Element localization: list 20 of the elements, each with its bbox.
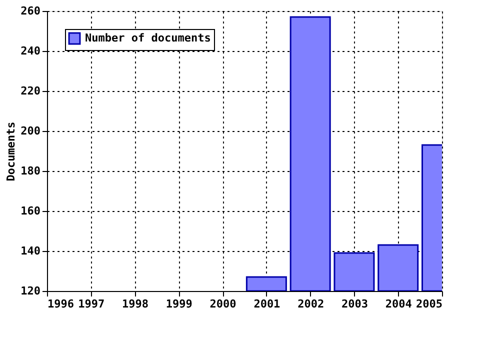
y-tick-label: 220: [20, 84, 40, 98]
x-tick-label: 1999: [166, 298, 192, 310]
y-tick-label: 200: [20, 124, 40, 138]
x-tick-label: 2004: [385, 298, 412, 310]
x-tick-label: 2000: [210, 298, 236, 310]
legend-label: Number of documents: [85, 32, 211, 44]
x-tick-label: 2005: [416, 298, 442, 310]
y-tick-label: 180: [20, 164, 40, 178]
y-tick-label: 120: [20, 284, 40, 298]
y-tick-label: 140: [20, 244, 40, 258]
x-tick-label: 1997: [78, 298, 105, 310]
y-tick-label: 260: [20, 4, 40, 18]
x-tick-label: 1998: [122, 298, 149, 310]
x-tick-label: 2002: [298, 298, 324, 310]
y-axis-title: Documents: [4, 122, 18, 182]
y-tick-label: 160: [20, 204, 40, 218]
x-tick-label: 2001: [254, 298, 281, 310]
x-tick-label: 2003: [341, 298, 368, 310]
x-tick-label: 1996: [48, 298, 74, 310]
y-tick-label: 240: [20, 44, 40, 58]
